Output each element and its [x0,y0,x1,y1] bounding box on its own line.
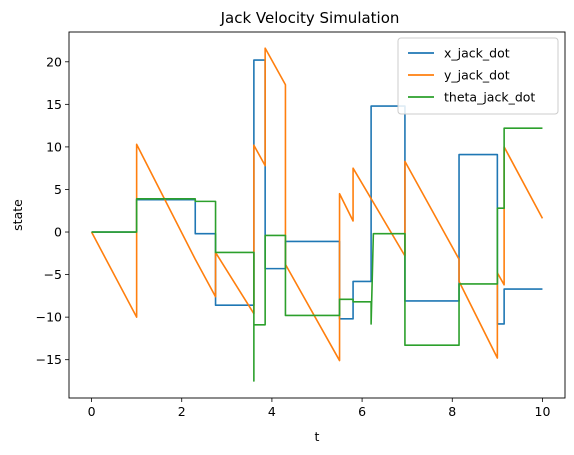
y-axis-label: state [10,199,25,231]
chart-title: Jack Velocity Simulation [220,9,400,27]
y-tick-label: 20 [46,54,62,69]
series-line-y-jack-dot [90,47,544,362]
y-tick-label: −15 [36,352,62,367]
x-tick-label: 2 [178,404,186,419]
legend-label-x-jack-dot: x_jack_dot [444,46,510,61]
y-tick-label: 5 [54,182,62,197]
x-tick-label: 4 [268,404,276,419]
x-axis-label: t [315,429,320,444]
y-tick-label: −10 [36,310,62,325]
y-tick-label: 10 [46,139,62,154]
x-tick-label: 0 [88,404,96,419]
series-line-theta-jack-dot [91,127,543,382]
x-tick-label: 10 [535,404,551,419]
plot-area [90,47,544,382]
x-tick-label: 8 [448,404,456,419]
legend-box [397,37,559,115]
axis-ticks: 0 2 4 6 8 10 −15 −10 −5 0 5 10 15 20 [36,54,551,419]
legend-label-y-jack-dot: y_jack_dot [444,68,510,83]
y-tick-label: 15 [46,97,62,112]
y-tick-label: 0 [54,225,62,240]
x-tick-label: 6 [358,404,366,419]
legend-label-theta-jack-dot: theta_jack_dot [444,90,535,105]
legend: x_jack_dot y_jack_dot theta_jack_dot [397,37,559,115]
plot-frame [68,31,566,399]
y-tick-label: −5 [44,267,62,282]
